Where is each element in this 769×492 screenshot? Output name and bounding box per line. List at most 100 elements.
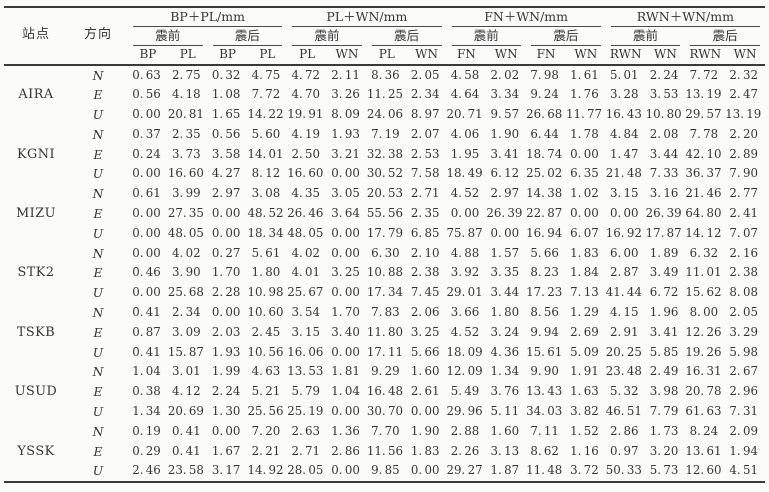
value-cell: 3. 73 [172, 146, 201, 161]
value-cell: 1. 30 [211, 404, 241, 419]
value-cell: 22. 87 [526, 206, 563, 221]
value-cell: 14. 22 [247, 107, 284, 122]
value-cell: 0. 00 [570, 146, 599, 161]
value-cell: 3. 82 [570, 404, 599, 419]
value-cell: 3. 44 [649, 146, 679, 161]
value-cell: 11. 77 [565, 107, 603, 122]
value-cell: 0. 00 [211, 305, 241, 320]
value-cell: 41. 44 [605, 285, 642, 300]
value-cell: 17. 23 [526, 285, 563, 300]
value-cell: 14. 92 [247, 463, 284, 478]
value-cell: 11. 56 [366, 443, 404, 458]
value-cell: 16. 60 [167, 166, 204, 181]
value-cell: 6. 85 [410, 225, 440, 240]
value-cell: 3. 76 [490, 384, 520, 399]
value-cell: 9. 29 [371, 364, 400, 379]
direction-label: U [92, 166, 104, 182]
direction-label: E [93, 265, 103, 281]
value-cell: 26. 39 [645, 206, 682, 221]
value-cell: 0. 38 [132, 384, 161, 399]
table-row: E 0. 24 3. 73 3. 58 14. 01 2. 50 3. 21 32. 38 2.… [4, 145, 765, 165]
value-cell: 2. 28 [211, 285, 241, 300]
value-cell: 21. 46 [685, 186, 722, 201]
value-cell: 3. 09 [172, 324, 201, 339]
value-cell: 3. 44 [490, 285, 520, 300]
value-cell: 14. 01 [247, 146, 284, 161]
value-cell: 0. 00 [211, 206, 241, 221]
table-row: U 0. 00 48. 05 0. 00 18. 34 48. 05 0. 00 17. 79… [4, 224, 765, 244]
value-cell: 1. 83 [410, 443, 440, 458]
value-cell: 3. 53 [649, 87, 679, 102]
value-cell: 3. 35 [490, 265, 520, 280]
table-row: AIRA N 0. 63 2. 75 0. 32 4. 75 4. 72 2. 11 8. 36… [4, 65, 765, 103]
value-cell: 30. 52 [366, 166, 404, 181]
value-cell: 5. 66 [410, 344, 440, 359]
value-cell: 15. 87 [167, 344, 204, 359]
value-cell: 4. 02 [172, 245, 201, 260]
phase-post-label: 震后 [526, 27, 606, 46]
value-cell: 1. 93 [211, 344, 241, 359]
value-cell: 48. 05 [287, 225, 324, 240]
value-cell: 1. 78 [570, 126, 599, 141]
value-cell: 11. 01 [685, 265, 722, 280]
value-cell: 13. 61 [685, 443, 722, 458]
value-cell: 2. 07 [410, 126, 440, 141]
header-row-groups: 站点 方向 BP＋PL/mm PL＋WN/mm FN＋WN/mm RWN＋WN/… [4, 7, 765, 66]
value-cell: 0. 41 [132, 305, 161, 320]
value-cell: 11. 48 [526, 463, 563, 478]
value-cell: 1. 83 [570, 245, 599, 260]
value-cell: 8. 08 [729, 285, 758, 300]
value-cell: 3. 66 [450, 305, 480, 320]
value-cell: 12. 09 [446, 364, 483, 379]
direction-column-header: 方向 [68, 7, 128, 66]
value-cell: 4. 36 [490, 344, 520, 359]
value-cell: 2. 20 [729, 126, 758, 141]
value-cell: 1. 60 [410, 364, 440, 379]
value-cell: 4. 15 [609, 305, 639, 320]
value-cell: 1. 93 [331, 126, 360, 141]
subcol-header: WN [406, 46, 447, 66]
value-cell: 20. 53 [366, 186, 404, 201]
value-cell: 3. 08 [251, 186, 281, 201]
value-cell: 7. 90 [729, 166, 758, 181]
value-cell: 8. 56 [530, 305, 559, 320]
value-cell: 0. 63 [132, 67, 161, 82]
value-cell: 4. 63 [251, 364, 281, 379]
value-cell: 1. 67 [211, 443, 241, 458]
value-cell: 7. 45 [410, 285, 440, 300]
table-row: U 0. 00 25. 68 2. 28 10. 98 25. 67 0. 00 17. 34… [4, 283, 765, 303]
value-cell: 2. 35 [172, 126, 201, 141]
value-cell: 4. 12 [172, 384, 201, 399]
value-cell: 4. 19 [291, 126, 321, 141]
direction-label: N [92, 364, 104, 380]
station-name: MIZU [16, 206, 56, 222]
table-row: KGNI N 0. 37 2. 35 0. 56 5. 60 4. 19 1. 93 7. 19… [4, 125, 765, 162]
value-cell: 2. 63 [291, 423, 321, 438]
value-cell: 7. 70 [371, 423, 400, 438]
value-cell: 6. 07 [570, 225, 599, 240]
value-cell: 1. 91 [570, 364, 599, 379]
value-cell: 0. 00 [410, 404, 440, 419]
table-row: USUD N 1. 04 3. 01 1. 99 4. 63 13. 53 1. 81 9. 2… [4, 362, 765, 399]
value-cell: 18. 34 [247, 225, 284, 240]
value-cell: 2. 16 [729, 245, 758, 260]
value-cell: 2. 11 [331, 67, 360, 82]
value-cell: 4. 72 [291, 67, 321, 82]
paper-table-page: 站点 方向 BP＋PL/mm PL＋WN/mm FN＋WN/mm RWN＋WN/… [0, 6, 769, 492]
value-cell: 0. 00 [132, 245, 161, 260]
value-cell: 48. 05 [167, 225, 204, 240]
value-cell: 4. 84 [609, 126, 639, 141]
value-cell: 16. 92 [605, 225, 642, 240]
value-cell: 2. 97 [211, 186, 241, 201]
value-cell: 5. 73 [649, 463, 679, 478]
station-name: USUD [14, 384, 58, 400]
value-cell: 48. 52 [247, 206, 284, 221]
results-table: 站点 方向 BP＋PL/mm PL＋WN/mm FN＋WN/mm RWN＋WN/… [4, 6, 765, 484]
value-cell: 8. 62 [530, 443, 559, 458]
value-cell: 0. 41 [172, 423, 201, 438]
subcol-header: WN [645, 46, 686, 66]
phase-pre-label: 震前 [606, 27, 686, 46]
value-cell: 4. 52 [450, 324, 480, 339]
value-cell: 1. 63 [570, 384, 599, 399]
table-row: TSKB N 0. 41 2. 34 0. 00 10. 60 3. 54 1. 70 7. 8… [4, 303, 765, 340]
